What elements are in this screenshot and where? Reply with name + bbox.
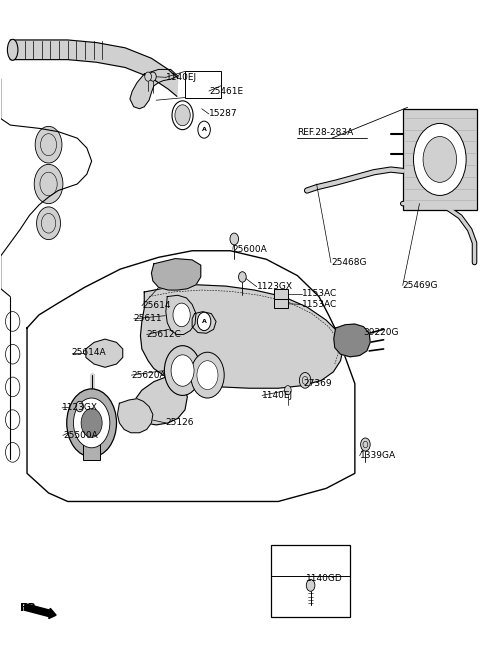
Circle shape: [171, 355, 194, 386]
Polygon shape: [192, 312, 216, 333]
Bar: [83, 441, 100, 461]
Text: 1140EJ: 1140EJ: [166, 73, 197, 82]
Polygon shape: [130, 70, 178, 109]
Circle shape: [67, 389, 117, 457]
Polygon shape: [141, 285, 343, 388]
Polygon shape: [334, 324, 370, 357]
Text: 1153AC: 1153AC: [302, 300, 337, 309]
Text: 1123GX: 1123GX: [257, 282, 293, 291]
Circle shape: [239, 272, 246, 282]
Text: 1123GX: 1123GX: [62, 403, 98, 413]
Text: 25126: 25126: [166, 419, 194, 428]
Circle shape: [164, 346, 201, 396]
Text: FR.: FR.: [20, 603, 40, 613]
Circle shape: [150, 72, 156, 81]
Circle shape: [197, 312, 211, 331]
Circle shape: [360, 438, 370, 451]
Text: 25614: 25614: [142, 301, 170, 310]
Circle shape: [230, 233, 239, 245]
Polygon shape: [118, 399, 153, 433]
Text: 25611: 25611: [134, 314, 162, 323]
Polygon shape: [10, 40, 178, 96]
Text: 25500A: 25500A: [63, 431, 97, 440]
Circle shape: [173, 303, 190, 327]
Circle shape: [285, 386, 291, 395]
Text: 25469G: 25469G: [403, 281, 438, 290]
Text: A: A: [202, 319, 206, 324]
Circle shape: [198, 121, 210, 138]
Circle shape: [34, 165, 63, 203]
Circle shape: [413, 123, 466, 195]
Circle shape: [73, 398, 110, 448]
Text: REF.28-283A: REF.28-283A: [298, 128, 354, 137]
Circle shape: [81, 409, 102, 438]
Text: 25468G: 25468G: [331, 258, 366, 267]
Text: 25620A: 25620A: [132, 371, 166, 380]
Text: A: A: [202, 127, 206, 132]
Circle shape: [197, 361, 218, 390]
Text: 1339GA: 1339GA: [360, 451, 396, 460]
Circle shape: [35, 127, 62, 163]
Text: 1140GD: 1140GD: [306, 573, 343, 583]
Polygon shape: [134, 377, 187, 425]
Text: 25600A: 25600A: [233, 245, 267, 254]
FancyArrow shape: [24, 604, 56, 619]
Circle shape: [36, 207, 60, 239]
Text: 25461E: 25461E: [209, 87, 243, 96]
Circle shape: [306, 579, 315, 591]
Bar: [271, 545, 350, 617]
Bar: [403, 109, 477, 210]
Bar: [275, 299, 288, 308]
Text: 25614A: 25614A: [72, 348, 106, 358]
Polygon shape: [86, 339, 123, 367]
Circle shape: [76, 401, 84, 412]
Bar: [185, 72, 221, 98]
Text: 39220G: 39220G: [363, 328, 399, 337]
Circle shape: [191, 352, 224, 398]
Circle shape: [300, 373, 311, 388]
Bar: [275, 289, 288, 298]
Text: 15287: 15287: [209, 110, 238, 119]
Text: 25612C: 25612C: [147, 330, 181, 339]
Text: 27369: 27369: [303, 379, 332, 388]
Ellipse shape: [7, 39, 18, 60]
Polygon shape: [166, 295, 196, 335]
Polygon shape: [152, 258, 201, 290]
Text: 1153AC: 1153AC: [302, 289, 337, 298]
Circle shape: [423, 136, 456, 182]
Circle shape: [145, 72, 152, 81]
Text: 1140EJ: 1140EJ: [262, 391, 293, 400]
Circle shape: [175, 105, 190, 126]
